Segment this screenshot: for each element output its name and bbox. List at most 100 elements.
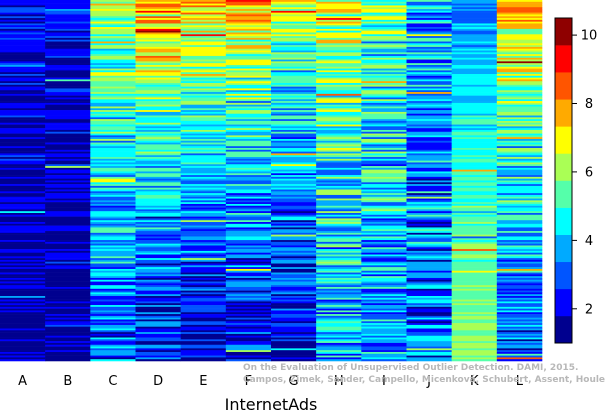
heatmap-cell-l: [496, 157, 543, 160]
heatmap-cell-k: [451, 212, 498, 216]
heatmap-cell-e: [180, 310, 227, 313]
heatmap-cell-k: [451, 337, 498, 340]
heatmap-cell-g: [271, 209, 317, 212]
heatmap-cell-a: [0, 155, 46, 158]
heatmap-cell-b: [45, 120, 91, 124]
heatmap-cell-j: [406, 314, 452, 317]
heatmap-cell-g: [271, 243, 317, 246]
heatmap-cell-f: [225, 137, 272, 140]
heatmap-cell-k: [451, 7, 498, 10]
heatmap-cell-g: [271, 351, 317, 355]
heatmap-cell-a: [0, 34, 46, 37]
heatmap-cell-h: [316, 332, 362, 335]
heatmap-cell-b: [45, 12, 91, 15]
heatmap-cell-k: [451, 223, 498, 226]
heatmap-cell-c: [90, 148, 136, 151]
heatmap-cell-l: [496, 281, 543, 284]
heatmap-cell-k: [451, 232, 498, 235]
heatmap-cell-b: [45, 209, 91, 212]
heatmap-cell-b: [45, 9, 91, 12]
heatmap-cell-g: [271, 281, 317, 284]
heatmap-cell-i: [361, 19, 407, 22]
heatmap-cell-g: [271, 287, 317, 290]
heatmap-cell-e: [180, 95, 227, 98]
heatmap-cell-f: [225, 52, 272, 55]
heatmap-cell-k: [451, 18, 498, 21]
heatmap-cell-e: [180, 3, 227, 6]
heatmap-cell-e: [180, 41, 227, 44]
heatmap-cell-c: [90, 153, 136, 156]
heatmap-cell-e: [180, 34, 227, 37]
heatmap-cell-k: [451, 252, 498, 255]
heatmap-cell-i: [361, 259, 407, 263]
heatmap-cell-j: [406, 198, 452, 201]
heatmap-cell-i: [361, 339, 407, 342]
heatmap-cell-i: [361, 355, 407, 358]
heatmap-cell-e: [180, 19, 227, 22]
heatmap-cell-l: [496, 333, 543, 337]
heatmap-cell-k: [451, 290, 498, 293]
heatmap-cell-j: [406, 16, 452, 19]
heatmap-cell-h: [316, 83, 362, 86]
heatmap-cell-e: [180, 261, 227, 264]
heatmap-cell-l: [496, 1, 543, 4]
heatmap-cell-f: [225, 272, 272, 275]
heatmap-cell-a: [0, 46, 46, 50]
heatmap-cell-j: [406, 359, 452, 362]
heatmap-cell-b: [45, 86, 91, 89]
heatmap-cell-h: [316, 48, 362, 51]
heatmap-cell-b: [45, 108, 91, 111]
heatmap-cell-b: [45, 45, 91, 48]
heatmap-cell-f: [225, 36, 272, 39]
heatmap-cell-c: [90, 126, 136, 129]
heatmap-cell-g: [271, 335, 317, 338]
heatmap-cell-a: [0, 319, 46, 322]
heatmap-cell-h: [316, 274, 362, 277]
heatmap-cell-f: [225, 326, 272, 329]
heatmap-cell-k: [451, 92, 498, 95]
heatmap-cell-f: [225, 151, 272, 154]
heatmap-cell-g: [271, 138, 317, 142]
heatmap-cell-j: [406, 63, 452, 66]
heatmap-cell-f: [225, 268, 272, 272]
heatmap-cell-d: [135, 157, 181, 160]
heatmap-cell-l: [496, 0, 543, 3]
heatmap-cell-e: [180, 55, 227, 59]
heatmap-cell-e: [180, 74, 227, 77]
heatmap-cell-a: [0, 241, 46, 244]
heatmap-cell-b: [45, 342, 91, 346]
heatmap-cell-b: [45, 84, 91, 87]
heatmap-cell-e: [180, 314, 227, 317]
heatmap-cell-k: [451, 144, 498, 147]
heatmap-cell-l: [496, 299, 543, 302]
heatmap-cell-g: [271, 45, 317, 48]
heatmap-cell-a: [0, 218, 46, 221]
heatmap-cell-h: [316, 61, 362, 64]
heatmap-cell-g: [271, 283, 317, 286]
heatmap-cell-g: [271, 32, 317, 35]
heatmap-cell-g: [271, 254, 317, 257]
heatmap-cell-c: [90, 200, 136, 203]
heatmap-cell-c: [90, 297, 136, 300]
heatmap-cell-i: [361, 54, 407, 57]
heatmap-cell-f: [225, 241, 272, 244]
heatmap-cell-c: [90, 287, 136, 290]
heatmap-cell-b: [45, 288, 91, 291]
heatmap-cell-d: [135, 1, 181, 4]
heatmap-cell-j: [406, 287, 452, 290]
colorbar-segment: [555, 288, 572, 317]
heatmap-cell-e: [180, 296, 227, 299]
heatmap-cell-c: [90, 12, 136, 15]
heatmap-cell-g: [271, 196, 317, 199]
heatmap-cell-f: [225, 303, 272, 306]
heatmap-cell-f: [225, 346, 272, 349]
heatmap-cell-d: [135, 59, 181, 62]
heatmap-cell-d: [135, 14, 181, 17]
heatmap-cell-b: [45, 158, 91, 161]
heatmap-cell-l: [496, 229, 543, 232]
heatmap-cell-c: [90, 225, 136, 228]
heatmap-cell-h: [316, 256, 362, 259]
heatmap-cell-j: [406, 83, 452, 86]
heatmap-cell-j: [406, 292, 452, 295]
heatmap-cell-a: [0, 259, 46, 263]
